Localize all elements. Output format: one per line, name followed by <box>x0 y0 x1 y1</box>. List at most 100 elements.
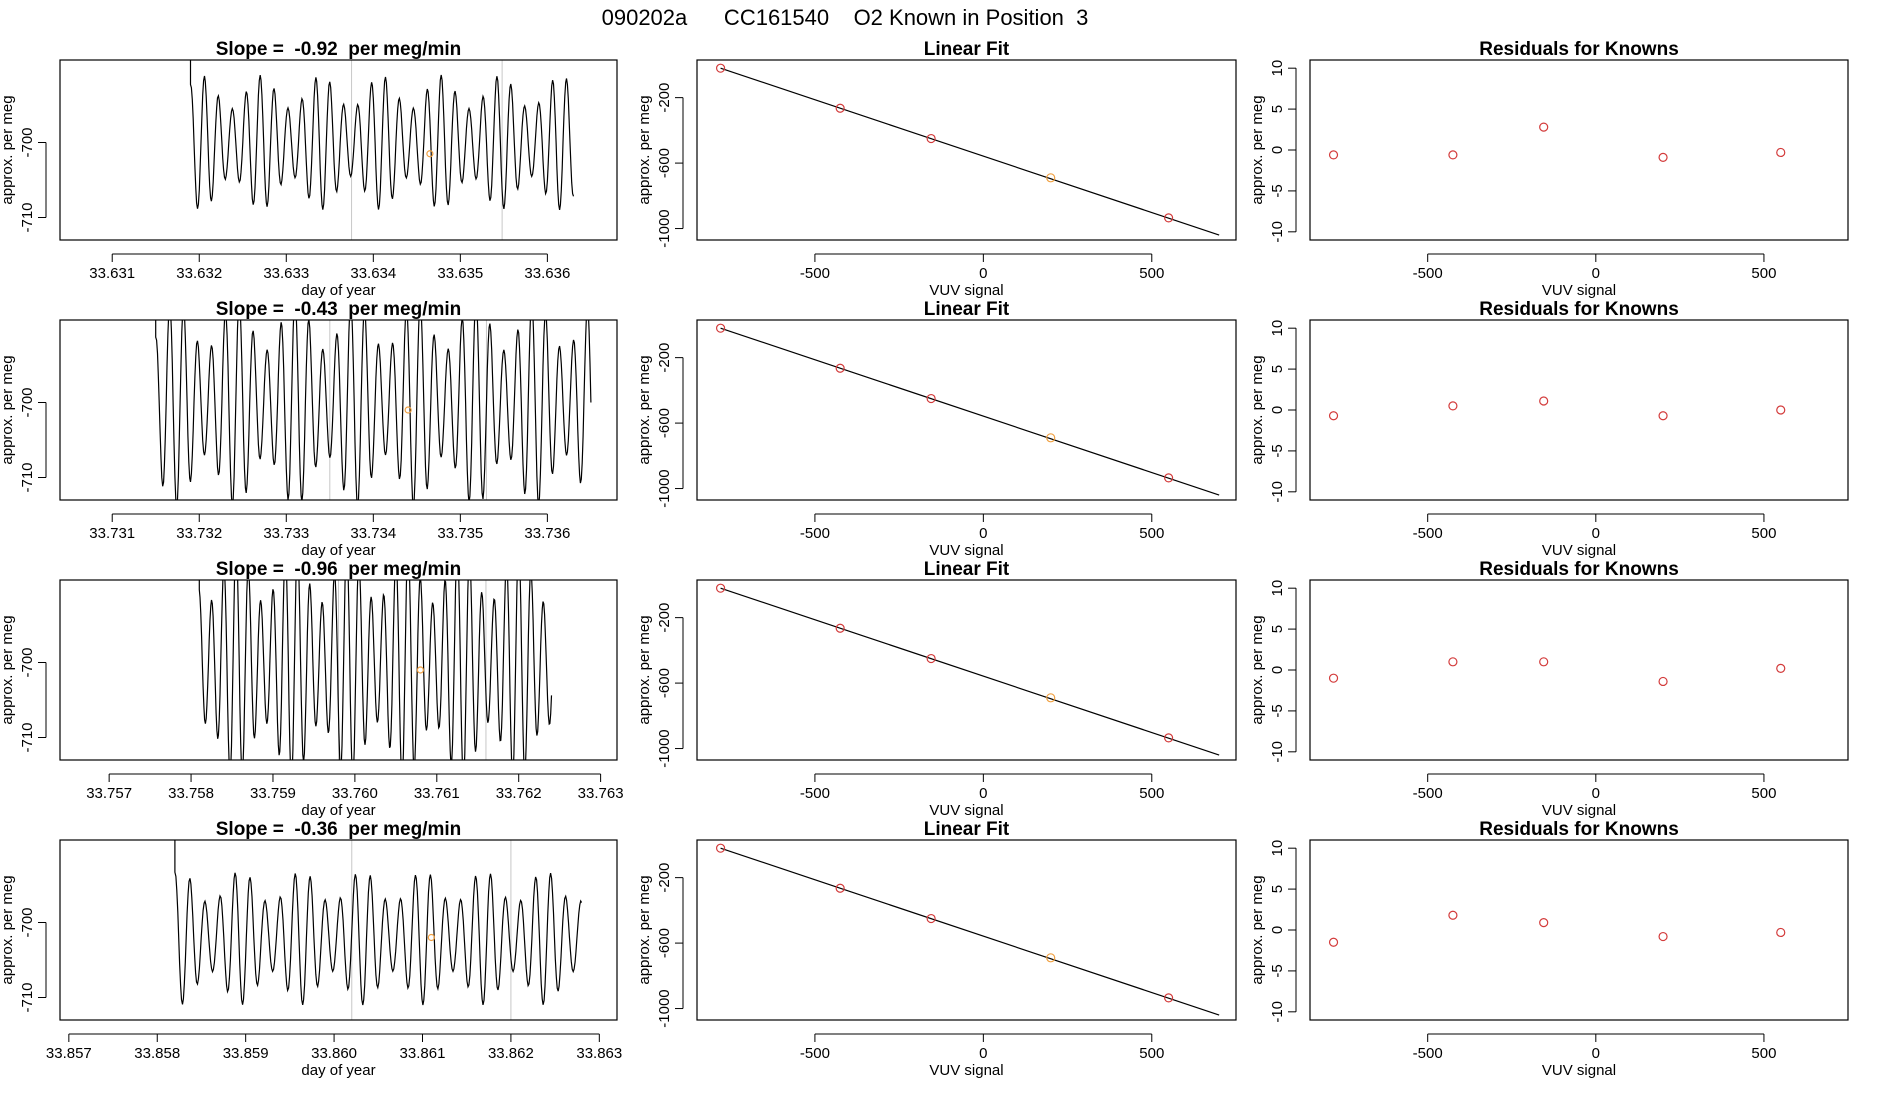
residuals-data <box>1328 396 1786 421</box>
y-tick-label: -1000 <box>656 209 673 247</box>
residuals-data <box>1328 122 1786 162</box>
x-tick-label: 33.762 <box>496 785 542 802</box>
y-axis-label: approx. per meg <box>636 875 653 984</box>
y-tick-label: 5 <box>1269 105 1286 113</box>
y-tick-label: 0 <box>1269 666 1286 674</box>
residuals-title: Residuals for Knowns <box>1479 39 1679 60</box>
x-tick-label: 500 <box>1751 785 1776 802</box>
x-tick-label: 500 <box>1139 265 1164 282</box>
fit-line <box>720 67 1220 236</box>
x-tick-label: 33.862 <box>488 1045 534 1062</box>
y-tick-label: -700 <box>19 127 36 157</box>
y-tick-label: 10 <box>1269 60 1286 77</box>
x-tick-label: 33.758 <box>168 785 214 802</box>
plot-frame <box>1309 579 1849 761</box>
x-tick-label: -500 <box>800 785 830 802</box>
x-tick-label: 500 <box>1139 785 1164 802</box>
x-tick-label: 500 <box>1751 525 1776 542</box>
known-point <box>1448 401 1458 411</box>
y-tick-label: -5 <box>1269 444 1286 457</box>
x-axis-label: VUV signal <box>1542 802 1616 819</box>
y-axis-label: approx. per meg <box>636 355 653 464</box>
plot-frame <box>59 579 618 761</box>
known-point <box>1164 213 1174 223</box>
known-point <box>835 363 845 373</box>
x-tick-label: 33.734 <box>350 525 396 542</box>
trace-title: Slope = -0.92 per meg/min <box>216 39 462 60</box>
residuals-panel-2: Residuals for Knowns -500 0 500 VUV signal -1… <box>1249 299 1849 559</box>
signal-trace <box>198 580 553 760</box>
y-tick-label: -5 <box>1269 704 1286 717</box>
plot-frame <box>59 59 618 241</box>
x-axis-label: day of year <box>301 1062 375 1079</box>
fit-title: Linear Fit <box>924 819 1010 840</box>
residuals-title: Residuals for Knowns <box>1479 299 1679 320</box>
y-tick-label: -710 <box>19 982 36 1012</box>
x-axis-label: day of year <box>301 542 375 559</box>
known-point <box>1658 931 1668 942</box>
x-tick-label: 33.859 <box>223 1045 269 1062</box>
current-point-marker <box>416 666 425 674</box>
known-point <box>1448 910 1458 920</box>
current-point-marker <box>404 406 412 414</box>
plot-frame <box>59 839 618 1021</box>
known-point <box>1658 152 1668 162</box>
x-tick-label: 33.635 <box>437 265 483 282</box>
known-point <box>1328 150 1339 160</box>
trace-data <box>198 580 553 760</box>
fit-data <box>715 323 1220 496</box>
y-tick-label: -710 <box>19 462 36 492</box>
known-point <box>1539 122 1549 132</box>
fit-panel-4: Linear Fit -500 0 500 VUV signal -200 -600 -100… <box>636 819 1237 1079</box>
x-tick-label: -500 <box>800 1045 830 1062</box>
y-tick-label: -700 <box>19 647 36 677</box>
known-point <box>835 623 845 633</box>
x-tick-label: 33.733 <box>263 525 309 542</box>
x-tick-label: 0 <box>979 265 987 282</box>
y-tick-label: -710 <box>19 722 36 752</box>
x-tick-label: 33.731 <box>89 525 135 542</box>
x-tick-label: 0 <box>979 1045 987 1062</box>
y-tick-label: -10 <box>1269 481 1286 503</box>
x-tick-label: 33.860 <box>311 1045 357 1062</box>
known-point-highlight <box>1046 433 1056 443</box>
known-point <box>1776 927 1786 938</box>
x-tick-label: 0 <box>1592 1045 1600 1062</box>
y-tick-label: -10 <box>1269 741 1286 763</box>
fit-line <box>720 847 1220 1016</box>
x-axis-label: VUV signal <box>929 1062 1003 1079</box>
y-tick-label: -600 <box>656 408 673 438</box>
fit-data <box>715 63 1220 236</box>
known-point <box>926 393 936 404</box>
x-tick-label: 33.863 <box>576 1045 622 1062</box>
fit-panel-3: Linear Fit -500 0 500 VUV signal -200 -600 -100… <box>636 559 1237 819</box>
y-tick-label: -1000 <box>656 989 673 1027</box>
plot-frame <box>1309 319 1849 501</box>
known-point <box>926 133 936 144</box>
trace-data <box>155 320 592 500</box>
fit-panel-1: Linear Fit -500 0 500 VUV signal -200 -600 -100… <box>636 39 1237 299</box>
y-axis-label: approx. per meg <box>636 615 653 724</box>
x-tick-label: 33.757 <box>86 785 132 802</box>
plot-frame <box>696 59 1237 241</box>
plot-frame <box>696 839 1237 1021</box>
x-tick-label: 33.761 <box>414 785 460 802</box>
x-tick-label: 33.636 <box>524 265 570 282</box>
fit-line <box>720 327 1220 496</box>
x-axis-label: VUV signal <box>929 542 1003 559</box>
x-tick-label: 33.861 <box>400 1045 446 1062</box>
trace-panel-1: Slope = -0.92 per meg/min 33.631 33.632 33.… <box>0 39 618 299</box>
y-tick-label: -600 <box>656 928 673 958</box>
known-point <box>1328 937 1339 947</box>
known-point <box>715 63 726 73</box>
trace-panel-2: Slope = -0.43 per meg/min 33.731 33.732 33.… <box>0 299 618 559</box>
known-point <box>926 653 936 664</box>
y-tick-label: 0 <box>1269 406 1286 414</box>
trace-title: Slope = -0.43 per meg/min <box>216 299 462 320</box>
known-point <box>1164 993 1174 1003</box>
known-point <box>1658 411 1668 421</box>
known-point-highlight <box>1046 693 1056 703</box>
known-point <box>715 323 726 333</box>
plot-frame <box>696 319 1237 501</box>
